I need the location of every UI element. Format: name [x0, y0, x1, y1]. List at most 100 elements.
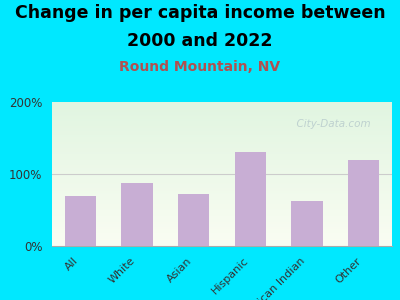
Bar: [52, 141, 392, 142]
Bar: [52, 206, 392, 207]
Bar: [52, 201, 392, 203]
Bar: [52, 142, 392, 144]
Bar: [52, 240, 392, 242]
Bar: [52, 243, 392, 244]
Bar: [52, 242, 392, 243]
Bar: [52, 221, 392, 223]
Bar: [52, 170, 392, 171]
Bar: [52, 121, 392, 122]
Bar: [52, 154, 392, 155]
Bar: [52, 113, 392, 115]
Bar: [52, 188, 392, 190]
Bar: [52, 187, 392, 188]
Bar: [52, 224, 392, 226]
Bar: [52, 157, 392, 158]
Bar: [52, 147, 392, 148]
Bar: [52, 216, 392, 217]
Bar: [52, 164, 392, 165]
Bar: [52, 230, 392, 232]
Bar: [52, 132, 392, 134]
Bar: [52, 149, 392, 151]
Bar: [52, 125, 392, 127]
Bar: [52, 171, 392, 172]
Bar: [52, 204, 392, 206]
Bar: [52, 244, 392, 246]
Bar: [52, 199, 392, 200]
Bar: [235, 152, 266, 246]
Bar: [52, 129, 392, 131]
Bar: [52, 168, 392, 170]
Bar: [52, 193, 392, 194]
Bar: [52, 177, 392, 178]
Bar: [52, 181, 392, 183]
Bar: [348, 160, 379, 246]
Bar: [52, 208, 392, 210]
Bar: [52, 196, 392, 197]
Bar: [52, 124, 392, 125]
Bar: [52, 200, 392, 201]
Bar: [52, 176, 392, 177]
Bar: [52, 131, 392, 132]
Bar: [52, 115, 392, 116]
Bar: [292, 201, 322, 246]
Bar: [52, 220, 392, 221]
Bar: [52, 236, 392, 237]
Bar: [52, 183, 392, 184]
Bar: [52, 135, 392, 136]
Bar: [52, 223, 392, 224]
Bar: [52, 158, 392, 160]
Bar: [52, 102, 392, 104]
Text: City-Data.com: City-Data.com: [290, 119, 371, 129]
Bar: [52, 213, 392, 214]
Bar: [52, 152, 392, 154]
Bar: [52, 174, 392, 176]
Bar: [52, 109, 392, 111]
Bar: [52, 217, 392, 219]
Bar: [178, 194, 209, 246]
Bar: [52, 194, 392, 196]
Bar: [52, 184, 392, 185]
Bar: [52, 151, 392, 152]
Bar: [52, 140, 392, 141]
Bar: [52, 134, 392, 135]
Bar: [52, 237, 392, 239]
Bar: [52, 138, 392, 140]
Bar: [52, 108, 392, 109]
Bar: [52, 118, 392, 119]
Bar: [52, 112, 392, 113]
Text: Round Mountain, NV: Round Mountain, NV: [120, 60, 280, 74]
Bar: [52, 219, 392, 220]
Bar: [122, 183, 152, 246]
Bar: [52, 191, 392, 193]
Bar: [52, 128, 392, 129]
Bar: [52, 127, 392, 128]
Bar: [52, 214, 392, 216]
Bar: [52, 160, 392, 161]
Bar: [52, 207, 392, 208]
Bar: [52, 203, 392, 204]
Bar: [52, 122, 392, 124]
Bar: [52, 167, 392, 168]
Bar: [52, 233, 392, 235]
Bar: [52, 103, 392, 105]
Text: Change in per capita income between: Change in per capita income between: [15, 4, 385, 22]
Bar: [52, 116, 392, 118]
Bar: [52, 185, 392, 187]
Bar: [52, 161, 392, 163]
Bar: [52, 212, 392, 213]
Bar: [52, 119, 392, 121]
Bar: [52, 210, 392, 212]
Bar: [52, 239, 392, 240]
Bar: [52, 111, 392, 112]
Bar: [52, 172, 392, 174]
Bar: [52, 106, 392, 108]
Bar: [52, 136, 392, 138]
Bar: [52, 178, 392, 180]
Bar: [52, 105, 392, 106]
Bar: [52, 190, 392, 191]
Bar: [52, 226, 392, 227]
Bar: [52, 155, 392, 157]
Bar: [52, 145, 392, 147]
Bar: [52, 229, 392, 230]
Bar: [52, 165, 392, 167]
